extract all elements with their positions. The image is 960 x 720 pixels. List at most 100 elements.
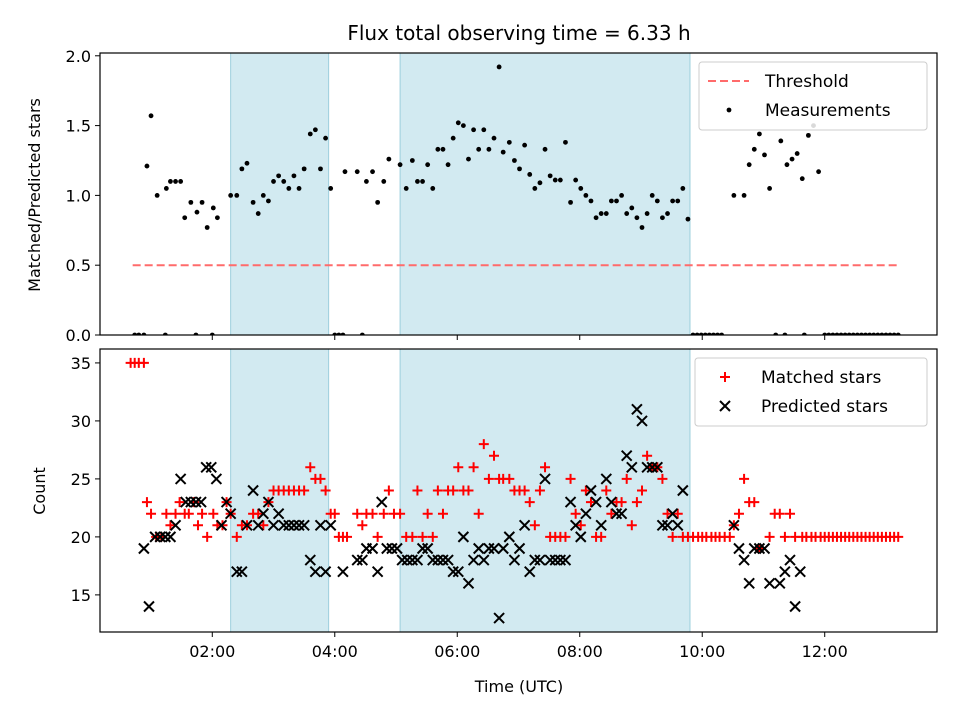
predicted-point-80 xyxy=(564,496,577,508)
predicted-point-81 xyxy=(569,519,582,532)
measurement-point-27 xyxy=(266,198,271,204)
predicted-point-34 xyxy=(314,519,327,532)
matched-point-93 xyxy=(596,531,607,542)
matched-point-65 xyxy=(453,462,464,473)
predicted-point-58 xyxy=(452,565,464,578)
matched-point-69 xyxy=(473,508,484,519)
matched-point-18 xyxy=(208,508,219,519)
predicted-point-2 xyxy=(149,531,161,543)
matched-point-70 xyxy=(478,439,489,450)
matched-point-99 xyxy=(626,520,637,531)
matched-point-62 xyxy=(437,508,448,519)
predicted-point-47 xyxy=(396,554,408,566)
axes-frame xyxy=(99,348,938,633)
predicted-point-96 xyxy=(646,461,658,474)
matched-point-50 xyxy=(372,531,383,542)
legend-swatch xyxy=(719,400,731,412)
matched-point-155 xyxy=(893,531,904,542)
matched-point-90 xyxy=(580,485,591,496)
measurement-point-127 xyxy=(789,156,795,162)
predicted-point-23 xyxy=(257,507,270,520)
predicted-point-7 xyxy=(174,473,187,485)
measurement-point-62 xyxy=(455,120,461,126)
predicted-point-10 xyxy=(190,496,202,508)
matched-point-101 xyxy=(637,485,648,496)
shaded-interval-1 xyxy=(230,52,330,336)
predicted-point-38 xyxy=(351,554,363,566)
matched-point-102 xyxy=(642,450,653,461)
predicted-point-88 xyxy=(605,496,618,508)
predicted-point-50 xyxy=(411,554,424,566)
predicted-point-69 xyxy=(508,554,521,566)
matched-point-40 xyxy=(320,485,331,496)
x-tick-label: 06:00 xyxy=(434,642,480,661)
measurement-point-20 xyxy=(228,192,234,198)
predicted-point-103 xyxy=(728,519,740,532)
predicted-point-15 xyxy=(215,519,228,532)
predicted-point-37 xyxy=(337,565,349,578)
predicted-point-70 xyxy=(513,542,526,555)
matched-point-28 xyxy=(258,520,269,531)
matched-point-106 xyxy=(662,508,673,519)
measurement-point-133 xyxy=(816,169,821,175)
measurement-point-19 xyxy=(214,215,220,221)
axes-frame xyxy=(99,52,938,336)
matched-point-37 xyxy=(305,462,316,473)
matched-point-39 xyxy=(315,473,326,484)
predicted-point-66 xyxy=(493,612,505,624)
predicted-point-41 xyxy=(366,542,379,555)
predicted-point-36 xyxy=(324,519,337,532)
matched-point-51 xyxy=(378,508,389,519)
predicted-point-99 xyxy=(661,519,674,532)
matched-point-46 xyxy=(352,508,363,519)
measurement-point-72 xyxy=(506,139,512,145)
predicted-point-24 xyxy=(262,496,275,508)
measurement-point-18 xyxy=(210,205,216,211)
bottom-panel: 15 20 25 30 35 02:00 04:00 06:00 08:00 10:00 12:00… xyxy=(71,348,938,661)
predicted-point-71 xyxy=(518,519,531,532)
matched-point-11 xyxy=(174,497,185,508)
y-tick-label: 25 xyxy=(71,470,91,489)
matched-point-119 xyxy=(724,531,735,542)
matched-point-88 xyxy=(570,508,581,519)
measurement-point-24 xyxy=(250,199,256,205)
y-tick-label: 0.5 xyxy=(66,256,91,275)
predicted-point-31 xyxy=(298,519,310,532)
predicted-point-105 xyxy=(738,554,750,566)
predicted-point-75 xyxy=(539,473,551,485)
measurement-point-12 xyxy=(188,199,194,205)
measurement-point-66 xyxy=(476,146,482,152)
predicted-point-53 xyxy=(427,554,439,566)
measurement-point-83 xyxy=(563,139,568,145)
matched-point-122 xyxy=(739,473,750,484)
measurement-point-81 xyxy=(552,177,558,183)
measurement-point-128 xyxy=(794,151,800,156)
predicted-point-82 xyxy=(575,531,587,543)
matched-point-97 xyxy=(616,497,627,508)
predicted-point-76 xyxy=(544,554,556,566)
predicted-point-11 xyxy=(195,496,207,508)
matched-point-60 xyxy=(427,531,438,542)
predicted-point-1 xyxy=(143,600,155,613)
predicted-point-63 xyxy=(478,554,490,566)
measurement-point-14 xyxy=(194,209,200,215)
measurement-point-122 xyxy=(767,186,772,191)
predicted-point-26 xyxy=(272,507,285,520)
legend-label: Measurements xyxy=(765,101,891,121)
measurement-point-33 xyxy=(296,186,302,191)
matched-point-36 xyxy=(299,485,310,496)
matched-point-79 xyxy=(524,497,535,508)
measurement-point-25 xyxy=(255,211,261,216)
measurement-point-10 xyxy=(178,179,184,184)
predicted-point-19 xyxy=(236,565,248,578)
matched-point-59 xyxy=(422,508,433,519)
predicted-point-49 xyxy=(406,554,419,566)
measurement-point-101 xyxy=(654,198,660,204)
predicted-point-25 xyxy=(267,519,280,532)
predicted-point-56 xyxy=(442,554,454,566)
legend: Threshold Measurements xyxy=(698,61,928,131)
measurement-point-116 xyxy=(731,192,737,198)
matched-point-16 xyxy=(197,508,208,519)
predicted-point-95 xyxy=(641,461,653,474)
matched-point-87 xyxy=(565,473,576,484)
